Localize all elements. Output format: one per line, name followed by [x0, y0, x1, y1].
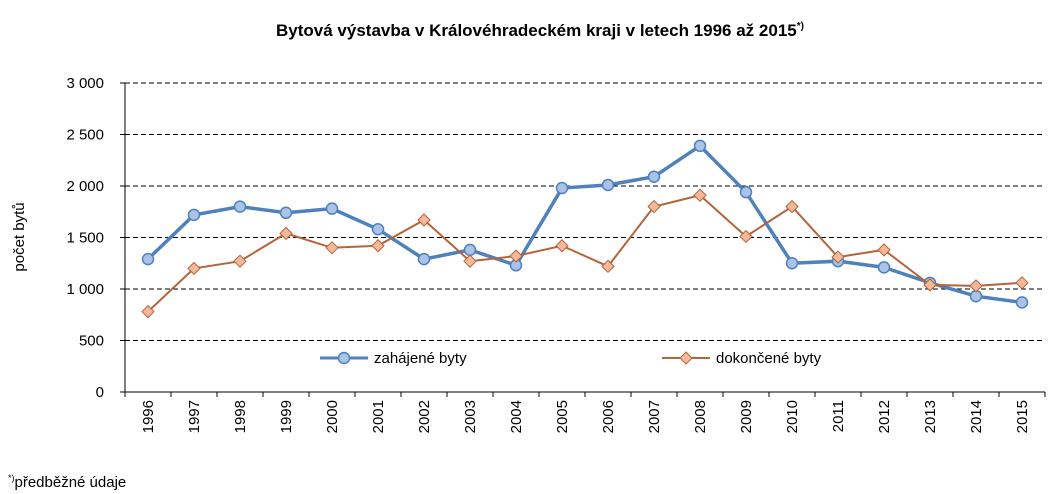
x-tick-label: 2005 — [554, 400, 571, 433]
marker — [877, 243, 891, 257]
marker — [877, 261, 891, 274]
marker — [555, 181, 569, 195]
marker — [141, 252, 155, 266]
marker — [233, 200, 247, 213]
marker — [371, 239, 385, 253]
y-tick-label: 1 000 — [66, 281, 104, 298]
marker — [417, 252, 431, 266]
x-tick-label: 2008 — [692, 400, 709, 433]
marker — [785, 199, 799, 214]
y-tick-label: 1 500 — [66, 230, 104, 247]
x-tick-label: 2012 — [876, 400, 893, 433]
marker — [739, 185, 753, 199]
x-tick-label: 2009 — [738, 400, 755, 433]
title-superscript: *) — [797, 21, 804, 32]
footnote-text: předběžné údaje — [15, 474, 127, 491]
marker — [463, 254, 477, 268]
marker — [337, 351, 351, 365]
marker — [831, 250, 845, 264]
x-tick-label: 1999 — [278, 400, 295, 433]
y-tick-label: 2 500 — [66, 127, 104, 144]
x-tick-label: 2001 — [370, 400, 387, 433]
x-tick-label: 2013 — [922, 400, 939, 433]
marker — [509, 249, 523, 263]
marker — [693, 188, 707, 202]
x-tick-label: 1996 — [140, 400, 157, 433]
marker — [233, 254, 247, 268]
legend-label: dokončené byty — [716, 350, 822, 367]
x-tick-label: 2004 — [508, 400, 525, 433]
marker — [325, 241, 339, 255]
marker — [923, 278, 937, 292]
marker — [739, 229, 753, 244]
title-text: Bytová výstavba v Královéhradeckém kraji… — [276, 21, 797, 40]
marker — [555, 239, 569, 253]
x-tick-label: 1998 — [232, 400, 249, 433]
x-tick-label: 2010 — [784, 400, 801, 433]
x-tick-label: 2014 — [968, 400, 985, 433]
series-line — [146, 143, 1023, 305]
x-tick-label: 2007 — [646, 400, 663, 433]
footnote-marker: *) — [8, 473, 15, 483]
x-tick-label: 2003 — [462, 400, 479, 433]
marker — [1015, 276, 1029, 290]
y-tick-label: 500 — [79, 333, 104, 350]
marker — [693, 139, 707, 153]
marker — [647, 199, 661, 214]
x-tick-label: 2002 — [416, 400, 433, 433]
marker — [601, 259, 615, 274]
marker — [647, 170, 661, 183]
marker — [601, 178, 615, 192]
y-axis-label: počet bytů — [11, 202, 28, 271]
y-tick-label: 0 — [96, 384, 104, 401]
marker — [785, 257, 799, 270]
legend-label: zahájené byty — [374, 350, 467, 367]
y-tick-label: 3 000 — [66, 75, 104, 92]
marker — [371, 223, 385, 236]
x-tick-label: 2011 — [830, 400, 847, 432]
marker — [1015, 296, 1029, 309]
footnote: *)předběžné údaje — [8, 473, 126, 491]
chart-title: Bytová výstavba v Královéhradeckém kraji… — [276, 21, 804, 40]
marker — [141, 304, 155, 319]
y-tick-label: 2 000 — [66, 178, 104, 195]
marker — [463, 243, 477, 257]
x-tick-label: 2000 — [324, 400, 341, 433]
series-line — [147, 194, 1023, 313]
marker — [279, 226, 293, 241]
marker — [187, 208, 201, 222]
marker — [187, 261, 201, 276]
marker — [679, 351, 693, 365]
x-tick-label: 2006 — [600, 400, 617, 433]
marker — [279, 206, 293, 220]
marker — [969, 279, 983, 293]
x-tick-label: 2015 — [1014, 400, 1031, 433]
marker — [417, 213, 431, 227]
x-tick-label: 1997 — [186, 400, 203, 433]
marker — [325, 202, 339, 215]
